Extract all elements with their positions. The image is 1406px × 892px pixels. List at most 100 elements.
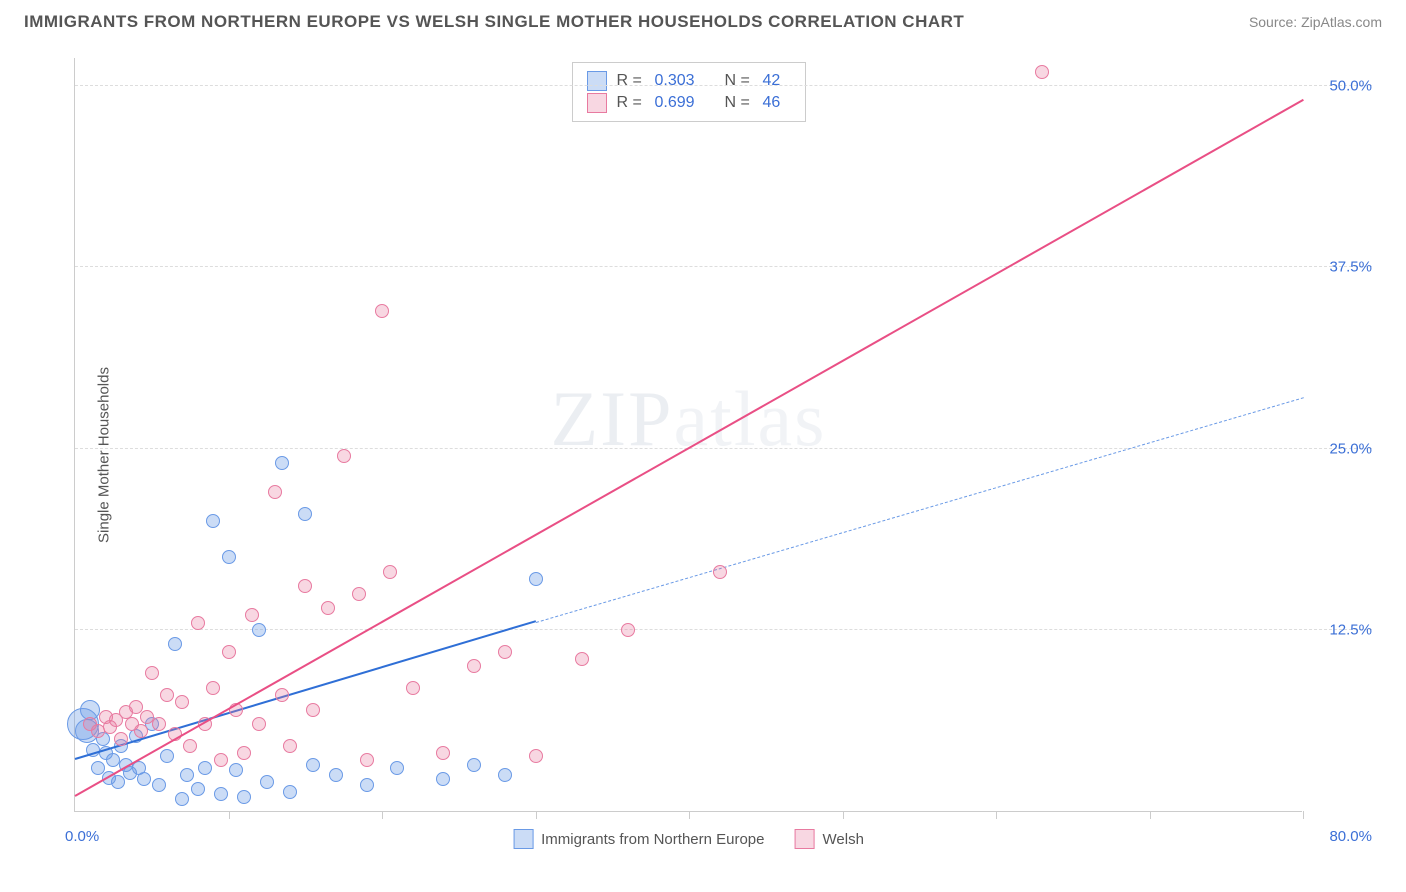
data-point — [1035, 65, 1049, 79]
watermark: ZIPatlas — [551, 374, 827, 464]
trend-line — [535, 397, 1303, 623]
legend-stats-row: R =0.699N =46 — [587, 93, 791, 113]
y-tick-label: 25.0% — [1329, 440, 1372, 457]
legend-label: Immigrants from Northern Europe — [541, 831, 764, 848]
data-point — [360, 778, 374, 792]
data-point — [436, 772, 450, 786]
data-point — [180, 768, 194, 782]
legend-r-value: 0.303 — [655, 72, 715, 90]
legend-swatch — [795, 829, 815, 849]
data-point — [168, 637, 182, 651]
watermark-bold: ZIP — [551, 375, 674, 462]
data-point — [160, 749, 174, 763]
data-point — [383, 565, 397, 579]
x-tick — [229, 811, 230, 819]
y-tick-label: 12.5% — [1329, 621, 1372, 638]
legend-n-value: 46 — [763, 94, 791, 112]
data-point — [237, 790, 251, 804]
legend-swatch — [587, 93, 607, 113]
trend-line — [75, 621, 536, 761]
x-tick — [996, 811, 997, 819]
x-tick — [689, 811, 690, 819]
gridline-horizontal — [75, 629, 1372, 630]
chart-title: IMMIGRANTS FROM NORTHERN EUROPE VS WELSH… — [24, 12, 964, 32]
chart-area: Single Mother Households ZIPatlas R =0.3… — [40, 48, 1382, 862]
legend-swatch — [513, 829, 533, 849]
data-point — [214, 787, 228, 801]
legend-n-value: 42 — [763, 72, 791, 90]
data-point — [268, 485, 282, 499]
x-tick — [843, 811, 844, 819]
data-point — [252, 623, 266, 637]
legend-series: Immigrants from Northern Europe Welsh — [513, 829, 864, 849]
data-point — [275, 456, 289, 470]
data-point — [337, 449, 351, 463]
data-point — [229, 763, 243, 777]
data-point — [214, 753, 228, 767]
legend-r-value: 0.699 — [655, 94, 715, 112]
data-point — [222, 645, 236, 659]
data-point — [390, 761, 404, 775]
data-point — [321, 601, 335, 615]
plot-region: ZIPatlas R =0.303N =42R =0.699N =46 0.0%… — [74, 58, 1302, 812]
gridline-horizontal — [75, 266, 1372, 267]
data-point — [713, 565, 727, 579]
legend-stats-box: R =0.303N =42R =0.699N =46 — [572, 62, 806, 122]
data-point — [298, 579, 312, 593]
data-point — [329, 768, 343, 782]
data-point — [298, 507, 312, 521]
data-point — [183, 739, 197, 753]
x-tick — [382, 811, 383, 819]
data-point — [352, 587, 366, 601]
data-point — [529, 749, 543, 763]
data-point — [360, 753, 374, 767]
data-point — [206, 681, 220, 695]
x-tick — [1303, 811, 1304, 819]
legend-stats-row: R =0.303N =42 — [587, 71, 791, 91]
data-point — [375, 304, 389, 318]
watermark-thin: atlas — [674, 375, 827, 462]
x-tick — [1150, 811, 1151, 819]
chart-header: IMMIGRANTS FROM NORTHERN EUROPE VS WELSH… — [0, 0, 1406, 40]
data-point — [175, 792, 189, 806]
chart-source: Source: ZipAtlas.com — [1249, 14, 1382, 30]
data-point — [498, 768, 512, 782]
data-point — [175, 695, 189, 709]
data-point — [406, 681, 420, 695]
data-point — [467, 659, 481, 673]
data-point — [145, 666, 159, 680]
data-point — [306, 703, 320, 717]
data-point — [160, 688, 174, 702]
data-point — [275, 688, 289, 702]
data-point — [283, 785, 297, 799]
legend-n-label: N = — [725, 72, 753, 90]
data-point — [206, 514, 220, 528]
legend-swatch — [587, 71, 607, 91]
gridline-horizontal — [75, 448, 1372, 449]
data-point — [467, 758, 481, 772]
legend-label: Welsh — [823, 831, 864, 848]
data-point — [283, 739, 297, 753]
x-max-tick-label: 80.0% — [1329, 828, 1372, 845]
y-tick-label: 50.0% — [1329, 78, 1372, 95]
data-point — [306, 758, 320, 772]
legend-item: Immigrants from Northern Europe — [513, 829, 764, 849]
x-tick — [536, 811, 537, 819]
y-tick-label: 37.5% — [1329, 259, 1372, 276]
data-point — [191, 782, 205, 796]
legend-item: Welsh — [795, 829, 864, 849]
gridline-horizontal — [75, 85, 1372, 86]
data-point — [111, 775, 125, 789]
data-point — [436, 746, 450, 760]
data-point — [529, 572, 543, 586]
data-point — [252, 717, 266, 731]
data-point — [222, 550, 236, 564]
data-point — [260, 775, 274, 789]
legend-r-label: R = — [617, 94, 645, 112]
data-point — [152, 778, 166, 792]
x-origin-tick-label: 0.0% — [65, 828, 99, 845]
data-point — [621, 623, 635, 637]
data-point — [498, 645, 512, 659]
data-point — [152, 717, 166, 731]
data-point — [114, 732, 128, 746]
